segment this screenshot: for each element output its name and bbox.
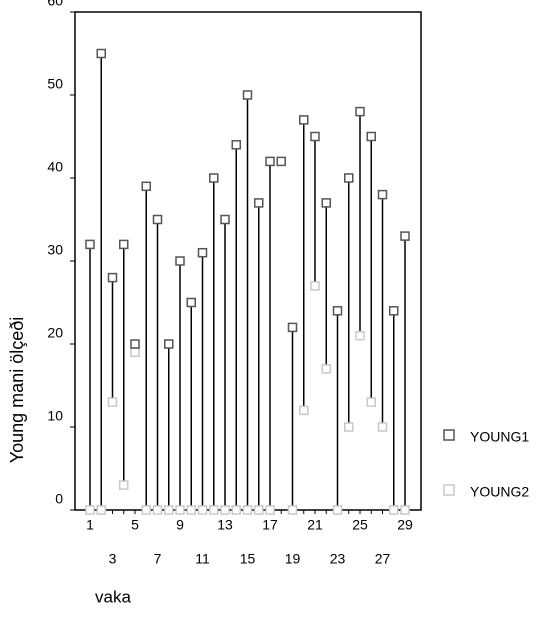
marker bbox=[209, 173, 219, 183]
marker bbox=[107, 272, 118, 283]
x-axis-title: vaka bbox=[95, 587, 131, 606]
marker bbox=[265, 505, 275, 515]
x-tick-label: 3 bbox=[109, 551, 117, 567]
marker bbox=[377, 422, 388, 432]
legend-swatch bbox=[443, 429, 455, 441]
y-tick-label: 20 bbox=[47, 325, 63, 341]
marker bbox=[85, 505, 95, 515]
marker bbox=[164, 505, 174, 515]
marker bbox=[186, 297, 196, 308]
marker bbox=[220, 214, 230, 225]
marker bbox=[389, 505, 399, 515]
marker bbox=[186, 505, 196, 515]
marker bbox=[332, 505, 343, 515]
x-tick-label: 7 bbox=[154, 551, 162, 567]
marker bbox=[152, 505, 163, 515]
legend-label: YOUNG2 bbox=[470, 484, 529, 500]
marker bbox=[299, 115, 309, 125]
marker bbox=[242, 505, 253, 515]
x-tick-label: 5 bbox=[131, 517, 139, 533]
marker bbox=[141, 181, 151, 192]
x-tick-label: 13 bbox=[217, 517, 233, 533]
marker bbox=[265, 156, 275, 167]
marker bbox=[175, 505, 185, 515]
marker bbox=[231, 140, 241, 150]
marker bbox=[85, 239, 95, 250]
marker bbox=[254, 198, 264, 208]
marker bbox=[197, 505, 208, 515]
marker bbox=[287, 505, 298, 515]
x-tick-label: 15 bbox=[240, 551, 256, 567]
marker bbox=[164, 339, 174, 349]
y-axis-title: Young mani ölçeði bbox=[7, 317, 27, 463]
y-tick-label: 10 bbox=[47, 408, 63, 424]
marker bbox=[377, 189, 388, 200]
marker bbox=[119, 239, 129, 250]
marker bbox=[119, 480, 129, 490]
marker bbox=[400, 231, 410, 241]
marker bbox=[130, 339, 140, 349]
legend-swatch bbox=[443, 484, 455, 496]
x-tick-label: 29 bbox=[397, 517, 413, 533]
marker bbox=[344, 422, 354, 432]
x-tick-label: 1 bbox=[86, 517, 94, 533]
marker bbox=[96, 505, 106, 515]
marker bbox=[366, 131, 376, 142]
marker bbox=[254, 505, 264, 515]
legend-label: YOUNG1 bbox=[470, 429, 529, 445]
marker bbox=[96, 48, 106, 59]
marker bbox=[107, 397, 118, 407]
marker bbox=[209, 505, 219, 515]
x-tick-label: 25 bbox=[352, 517, 368, 533]
marker bbox=[310, 131, 320, 142]
marker bbox=[231, 505, 241, 515]
marker bbox=[175, 256, 185, 266]
marker bbox=[344, 173, 354, 183]
x-tick-label: 23 bbox=[330, 551, 346, 567]
marker bbox=[242, 90, 253, 100]
x-tick-label: 11 bbox=[195, 551, 210, 567]
marker bbox=[400, 505, 410, 515]
y-tick-label: 30 bbox=[47, 242, 63, 258]
x-tick-label: 19 bbox=[285, 551, 301, 567]
y-tick-label: 60 bbox=[47, 0, 63, 9]
x-tick-label: 21 bbox=[307, 517, 323, 533]
marker bbox=[366, 397, 376, 407]
marker bbox=[355, 106, 365, 117]
marker bbox=[332, 306, 343, 316]
marker bbox=[220, 505, 230, 515]
x-tick-label: 9 bbox=[176, 517, 184, 533]
marker bbox=[141, 505, 151, 515]
y-tick-label: 0 bbox=[55, 491, 63, 507]
marker bbox=[287, 322, 298, 333]
marker bbox=[310, 281, 320, 291]
y-tick-label: 40 bbox=[47, 159, 63, 175]
marker bbox=[276, 156, 286, 167]
marker bbox=[299, 405, 309, 416]
marker bbox=[321, 198, 331, 208]
marker bbox=[130, 347, 140, 358]
x-tick-label: 27 bbox=[375, 551, 391, 567]
x-tick-label: 17 bbox=[262, 517, 278, 533]
marker bbox=[197, 247, 208, 258]
marker bbox=[355, 330, 365, 341]
y-tick-label: 50 bbox=[47, 76, 63, 92]
marker bbox=[152, 214, 163, 225]
marker bbox=[321, 364, 331, 374]
marker bbox=[389, 306, 399, 316]
